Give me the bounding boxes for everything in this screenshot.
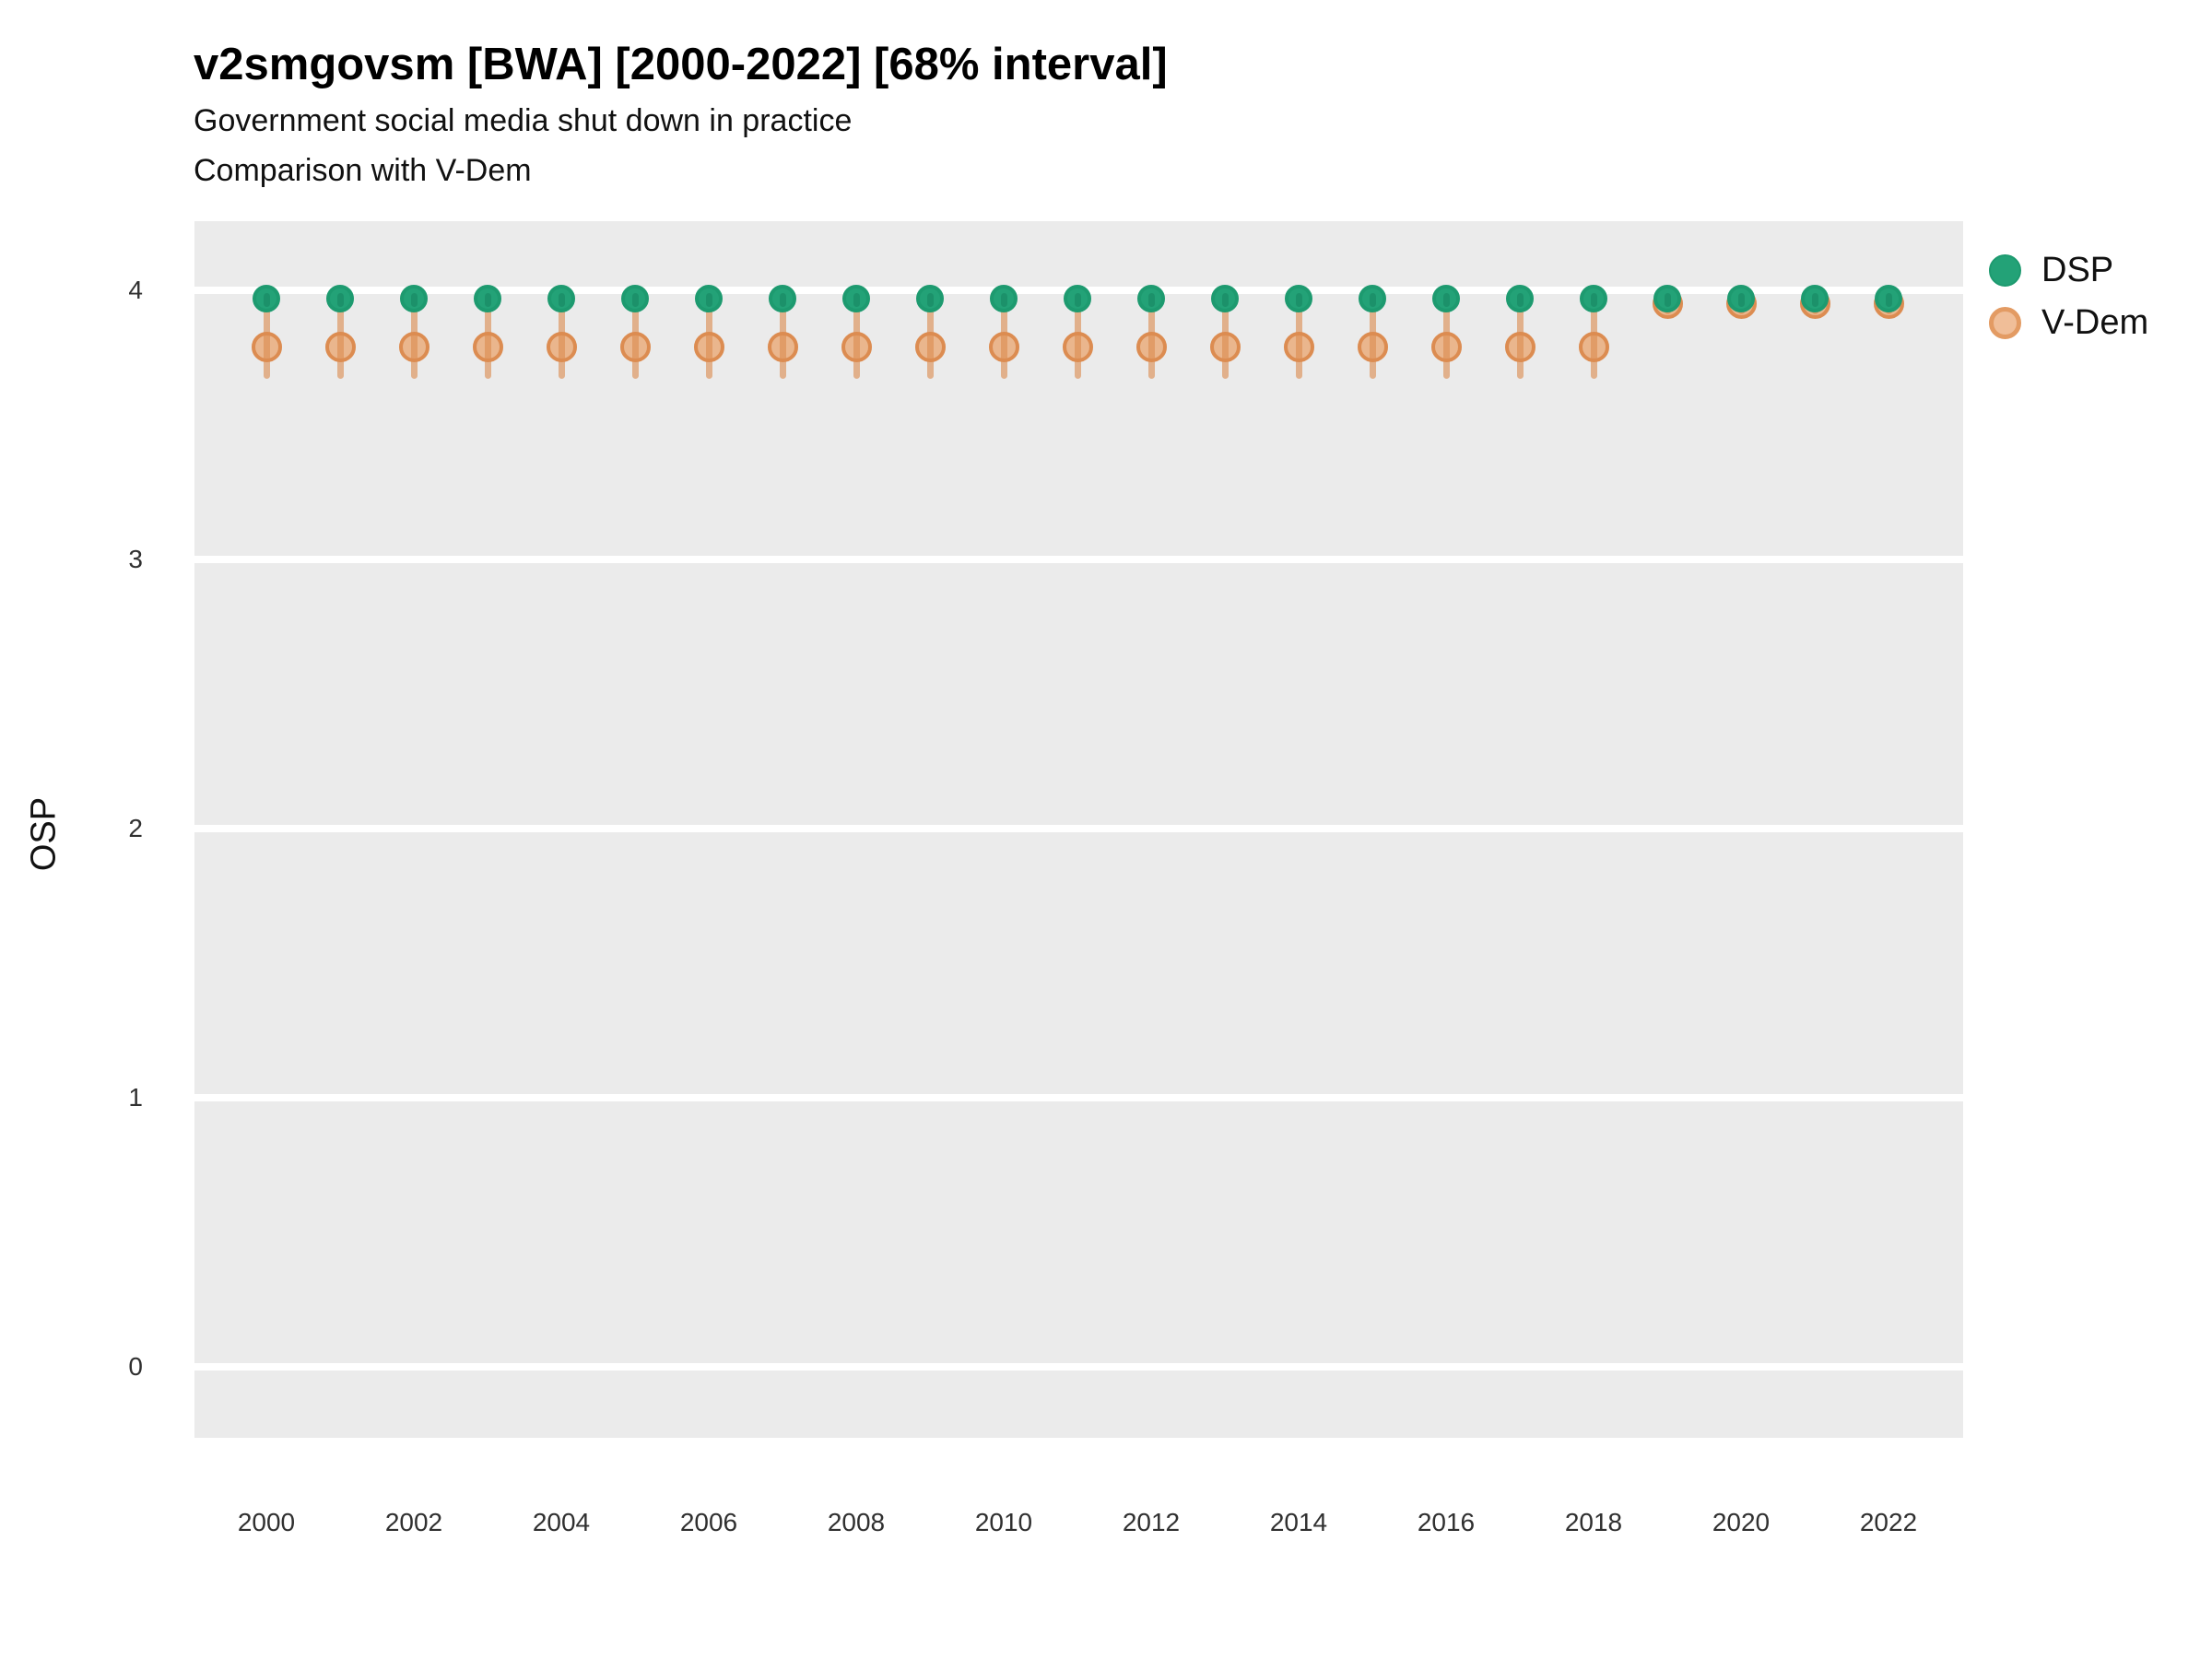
interval-bar-dsp-2003 [484,292,491,307]
x-axis-tick-label: 2016 [1417,1508,1476,1536]
interval-bar-v-dem-2016 [1442,309,1450,380]
data-point-dsp-2012 [1137,284,1165,312]
interval-bar-dsp-2000 [263,292,270,307]
interval-bar-dsp-2020 [1737,292,1745,307]
interval-bar-v-dem-2001 [336,309,344,380]
x-axis-tick-label: 2018 [1564,1508,1623,1536]
interval-bar-dsp-2009 [926,292,934,307]
y-axis-tick-label: 4 [128,276,143,304]
legend: DSP V-Dem [1989,251,2148,343]
interval-bar-dsp-2002 [410,292,418,307]
data-point-dsp-2005 [621,284,649,312]
interval-bar-v-dem-2004 [558,309,565,380]
data-point-dsp-2003 [474,284,501,312]
interval-bar-dsp-2007 [779,292,786,307]
interval-bar-dsp-2004 [558,292,565,307]
interval-bar-v-dem-2015 [1369,309,1376,380]
data-point-dsp-2000 [253,284,280,312]
x-axis-tick-label: 2010 [974,1508,1033,1536]
interval-bar-dsp-2013 [1221,292,1229,307]
plot-panel [194,221,1963,1438]
interval-bar-v-dem-2009 [926,309,934,380]
x-axis-tick-label: 2012 [1122,1508,1181,1536]
data-point-dsp-2014 [1285,284,1312,312]
data-point-dsp-2013 [1211,284,1239,312]
data-point-dsp-2019 [1653,284,1681,312]
data-point-dsp-2017 [1506,284,1534,312]
chart-subtitle: Government social media shut down in pra… [194,103,853,138]
interval-bar-dsp-2014 [1295,292,1302,307]
interval-bar-v-dem-2014 [1295,309,1302,380]
interval-bar-dsp-2022 [1885,292,1892,307]
interval-bar-dsp-2016 [1442,292,1450,307]
data-point-dsp-2002 [400,284,428,312]
interval-bar-dsp-2011 [1074,292,1081,307]
data-point-dsp-2016 [1432,284,1460,312]
interval-bar-dsp-2006 [705,292,712,307]
data-point-dsp-2010 [990,284,1018,312]
y-axis-title: OSP [24,796,64,872]
x-axis-tick-label: 2006 [679,1508,738,1536]
y-axis-tick-label: 2 [128,814,143,842]
data-point-dsp-2009 [916,284,944,312]
interval-bar-dsp-2021 [1811,292,1818,307]
gridline-y-3 [194,556,1963,563]
interval-bar-v-dem-2002 [410,309,418,380]
interval-bar-dsp-2005 [631,292,639,307]
gridline-y-2 [194,825,1963,832]
x-axis-tick-label: 2008 [827,1508,886,1536]
interval-bar-dsp-2019 [1664,292,1671,307]
interval-bar-v-dem-2003 [484,309,491,380]
data-point-dsp-2011 [1064,284,1091,312]
gridline-y-1 [194,1094,1963,1101]
interval-bar-v-dem-2012 [1147,309,1155,380]
data-point-dsp-2021 [1801,284,1829,312]
legend-marker-dsp-icon [1989,254,2021,287]
interval-bar-v-dem-2010 [1000,309,1007,380]
legend-label: V-Dem [2041,303,2149,342]
legend-item-dsp: DSP [1989,251,2148,290]
interval-bar-dsp-2018 [1590,292,1597,307]
interval-bar-dsp-2008 [853,292,860,307]
data-point-dsp-2001 [326,284,354,312]
x-axis-tick-label: 2022 [1859,1508,1918,1536]
legend-marker-v-dem-icon [1989,307,2021,339]
interval-bar-v-dem-2007 [779,309,786,380]
interval-bar-v-dem-2005 [631,309,639,380]
interval-bar-v-dem-2011 [1074,309,1081,380]
x-axis-tick-label: 2004 [532,1508,591,1536]
chart-subtitle-2: Comparison with V-Dem [194,153,532,188]
data-point-dsp-2006 [695,284,723,312]
interval-bar-v-dem-2008 [853,309,860,380]
data-point-dsp-2018 [1580,284,1607,312]
data-point-dsp-2008 [842,284,870,312]
interval-bar-dsp-2012 [1147,292,1155,307]
data-point-dsp-2022 [1875,284,1902,312]
interval-bar-v-dem-2018 [1590,309,1597,380]
x-axis-tick-label: 2000 [237,1508,296,1536]
chart-title: v2smgovsm [BWA] [2000-2022] [68% interva… [194,40,1168,89]
legend-item-v-dem: V-Dem [1989,303,2148,343]
legend-label: DSP [2041,251,2114,289]
data-point-dsp-2015 [1359,284,1386,312]
interval-bar-v-dem-2017 [1516,309,1524,380]
interval-bar-dsp-2017 [1516,292,1524,307]
x-axis-tick-label: 2002 [384,1508,443,1536]
interval-bar-v-dem-2013 [1221,309,1229,380]
interval-bar-dsp-2010 [1000,292,1007,307]
data-point-dsp-2004 [547,284,575,312]
x-axis-tick-label: 2020 [1712,1508,1771,1536]
interval-bar-v-dem-2006 [705,309,712,380]
data-point-dsp-2007 [769,284,796,312]
interval-bar-dsp-2015 [1369,292,1376,307]
y-axis-tick-label: 1 [128,1083,143,1112]
gridline-y-0 [194,1363,1963,1371]
interval-bar-v-dem-2000 [263,309,270,380]
y-axis-tick-label: 0 [128,1352,143,1381]
x-axis-tick-label: 2014 [1269,1508,1328,1536]
y-axis-tick-label: 3 [128,545,143,573]
data-point-dsp-2020 [1727,284,1755,312]
interval-bar-dsp-2001 [336,292,344,307]
